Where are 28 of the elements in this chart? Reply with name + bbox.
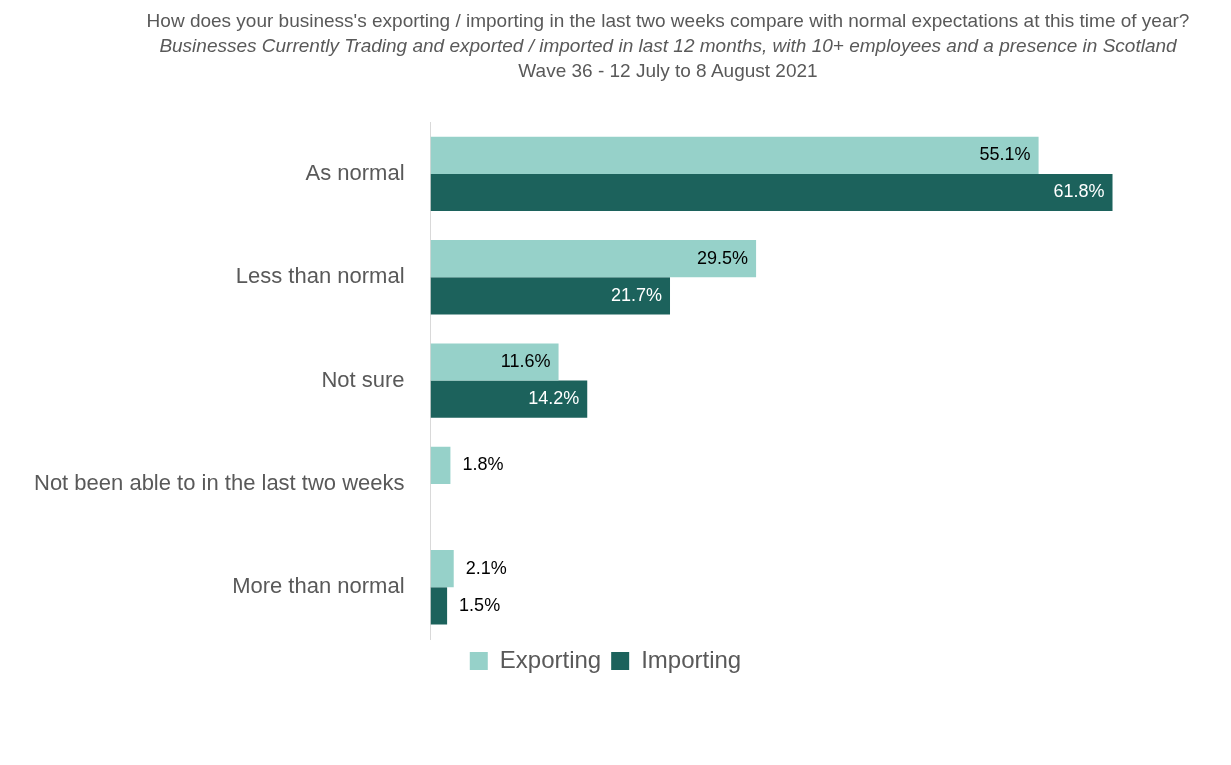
legend-label: Exporting: [499, 645, 602, 673]
data-label: 11.6%: [500, 350, 551, 371]
y-tick-label: Less than normal: [235, 263, 405, 289]
bar: [430, 240, 757, 278]
data-label: 2.1%: [465, 557, 507, 578]
data-label: 14.2%: [528, 388, 580, 409]
data-label: 1.8%: [462, 454, 504, 475]
chart-title: How does your business's exporting / importing in the last two weeks compare with normal expectations at this time of year?: [145, 9, 1191, 33]
bar: [430, 380, 588, 418]
bar: [430, 343, 559, 381]
chart-subtitle: Businesses Currently Trading and exported / imported in last 12 months, with 10+ employees and a presence in Scotland: [158, 34, 1178, 58]
data-label: 1.5%: [459, 594, 501, 615]
data-label: 61.8%: [1053, 181, 1105, 202]
bar: [430, 173, 1113, 212]
bar: [430, 136, 1039, 174]
y-tick-label: Not sure: [321, 366, 405, 392]
y-tick-label: As normal: [305, 159, 405, 185]
bar: [430, 587, 448, 625]
data-label: 29.5%: [697, 247, 749, 268]
y-tick-label: Not been able to in the last two weeks: [33, 470, 405, 496]
text: Wave 36 - 12 July to 8 August 2021: [517, 59, 819, 83]
bar: [430, 446, 451, 484]
bar: [430, 550, 454, 588]
data-label: 55.1%: [979, 144, 1031, 165]
data-label: 21.7%: [610, 284, 663, 305]
legend-label: Importing: [641, 645, 742, 673]
y-tick-label: More than normal: [232, 573, 405, 599]
bar: [430, 277, 671, 315]
